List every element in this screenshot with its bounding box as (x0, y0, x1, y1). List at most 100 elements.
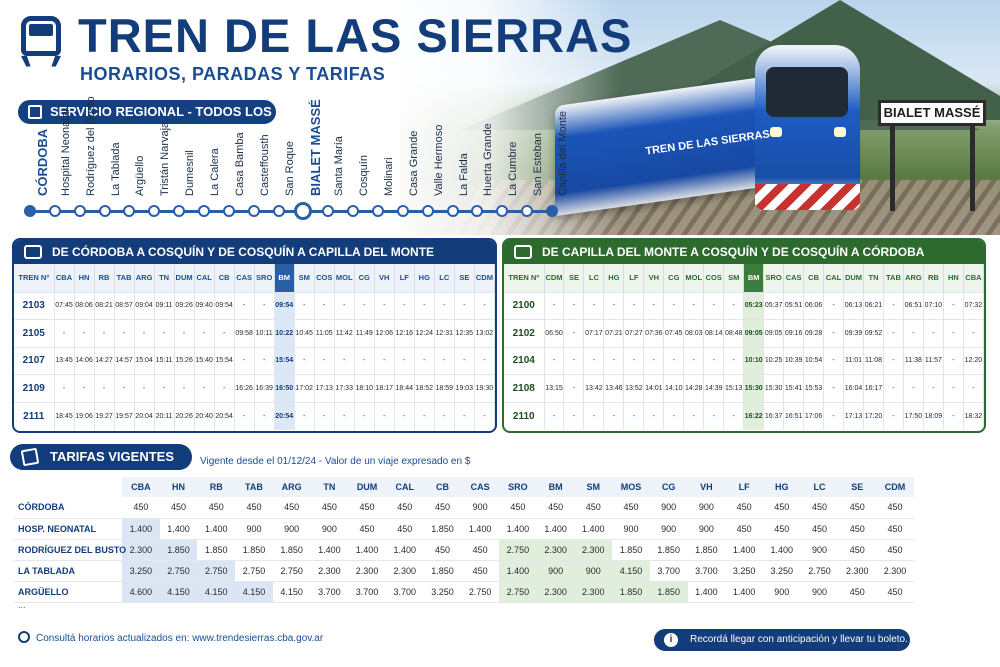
fare-value: 1.850 (423, 518, 462, 540)
departure-time: - (623, 401, 645, 430)
station-label: Molinari (383, 157, 395, 196)
timetable-column-header: CAS (234, 264, 255, 292)
departure-time: - (254, 346, 275, 375)
departure-time: 15:54 (214, 346, 235, 375)
departure-time: 09:26 (174, 291, 195, 320)
fare-value: 3.700 (687, 560, 726, 582)
departure-time: 14:28 (683, 374, 705, 402)
station-dot (272, 205, 285, 217)
fare-value: 900 (800, 581, 839, 603)
departure-time: 12:06 (374, 319, 395, 347)
departure-time: - (474, 291, 495, 320)
departure-time: 07:45 (54, 291, 75, 320)
fare-value: 3.250 (762, 560, 801, 582)
timetable-outbound-table: TREN Nº CBA HN RB TAB ARG TN DUM CAL CB CAS SRO BM SM… (14, 264, 495, 430)
departure-time: - (603, 401, 625, 430)
departure-time: 13:15 (544, 374, 565, 402)
fare-value: 4.150 (612, 560, 650, 582)
departure-time: - (643, 346, 665, 375)
departure-time: 09:04 (134, 291, 155, 320)
fare-value: 2.750 (159, 560, 198, 582)
timetable-outbound: DE CÓRDOBA A COSQUÍN Y DE COSQUÍN A CAPI… (12, 238, 497, 433)
departure-time: - (623, 346, 645, 375)
departure-time: - (454, 291, 475, 320)
departure-time: - (454, 401, 475, 430)
fares-table: CBA HN RB TAB ARG TN DUM CAL CB CAS SRO BM SM MOS CG VH… (14, 477, 914, 603)
station-label: Capilla del Monte (557, 111, 569, 196)
station-dot (123, 205, 136, 217)
departure-time: 17:02 (294, 374, 315, 402)
fare-value: 450 (159, 497, 198, 519)
timetable-column-header: RB (923, 264, 944, 292)
fare-value: 450 (612, 497, 650, 519)
fares-column-header: MOS (612, 477, 650, 497)
departure-time: 18:45 (54, 401, 75, 430)
fare-value: 450 (499, 497, 537, 519)
departure-time: 11:42 (334, 319, 355, 347)
departure-time: 16:26 (234, 374, 255, 402)
website-text[interactable]: Consultá horarios actualizados en: www.t… (36, 633, 324, 644)
timetable-column-header: SM (294, 264, 315, 292)
departure-time: 15:53 (803, 374, 825, 402)
fare-value: 2.300 (122, 539, 160, 561)
fares-origin-header (14, 477, 122, 497)
departure-time: 13:45 (54, 346, 75, 375)
fare-value: 450 (876, 539, 914, 561)
fare-value: 2.750 (272, 560, 311, 582)
departure-time: 14:10 (663, 374, 685, 402)
fares-column-header: TN (310, 477, 349, 497)
station-dot (173, 205, 186, 217)
departure-time: 05:51 (783, 291, 805, 320)
station-dot (294, 202, 313, 220)
calendar-icon (28, 105, 42, 119)
fare-value: 900 (687, 518, 726, 540)
fare-value: 2.300 (838, 560, 877, 582)
departure-time: 14:57 (114, 346, 135, 375)
departure-time: - (174, 319, 195, 347)
departure-time: - (903, 374, 924, 402)
fare-value: 450 (122, 497, 160, 519)
departure-time: 07:32 (963, 291, 984, 320)
timetable-column-header: CG (663, 264, 685, 292)
departure-time: - (723, 291, 745, 320)
fare-value: 900 (649, 497, 688, 519)
station-label: Valle Hermoso (432, 124, 445, 196)
timetable-column-header: CAL (194, 264, 215, 292)
departure-time: - (563, 346, 585, 375)
fares-origin: ARGÜELLO (14, 581, 122, 603)
departure-time: 18:10 (354, 374, 375, 402)
station-label: Casteffousth (258, 134, 271, 196)
train-number: 2105 (14, 319, 55, 347)
departure-time: - (583, 291, 605, 320)
departure-time: - (414, 346, 435, 375)
station-dot (24, 205, 36, 217)
departure-time: 09:39 (843, 319, 864, 347)
timetable-column-header: TAB (114, 264, 135, 292)
departure-time: 16:17 (863, 374, 884, 402)
fare-value: 3.250 (725, 560, 763, 582)
departure-time: - (434, 291, 455, 320)
departure-time: - (254, 401, 275, 430)
fares-origin: LA TABLADA (14, 560, 122, 582)
departure-time: - (254, 291, 275, 320)
departure-time: - (354, 291, 375, 320)
station-dot (98, 205, 111, 217)
fare-value: 450 (725, 497, 763, 519)
departure-time: - (723, 401, 745, 430)
departure-time: 17:06 (803, 401, 825, 430)
departure-time: - (703, 401, 725, 430)
fare-value: 450 (876, 581, 914, 603)
departure-time: - (883, 346, 904, 375)
timetable-column-header: COS (314, 264, 335, 292)
train-number: 2104 (504, 346, 545, 375)
station-dot (496, 205, 509, 217)
fare-value: 1.850 (235, 539, 273, 561)
departure-time: - (234, 346, 255, 375)
table-row: RODRÍGUEZ DEL BUSTO 2.300 1.850 1.850 1.850 1… (14, 539, 914, 561)
fare-value: 2.300 (536, 581, 575, 603)
departure-time: - (474, 401, 495, 430)
station-label: Tristán Narvaja (159, 121, 172, 196)
timetable-column-header: SRO (254, 264, 275, 292)
departure-time: 19:06 (74, 401, 95, 430)
fares-note: Vigente desde el 01/12/24 - Valor de un … (200, 456, 471, 467)
